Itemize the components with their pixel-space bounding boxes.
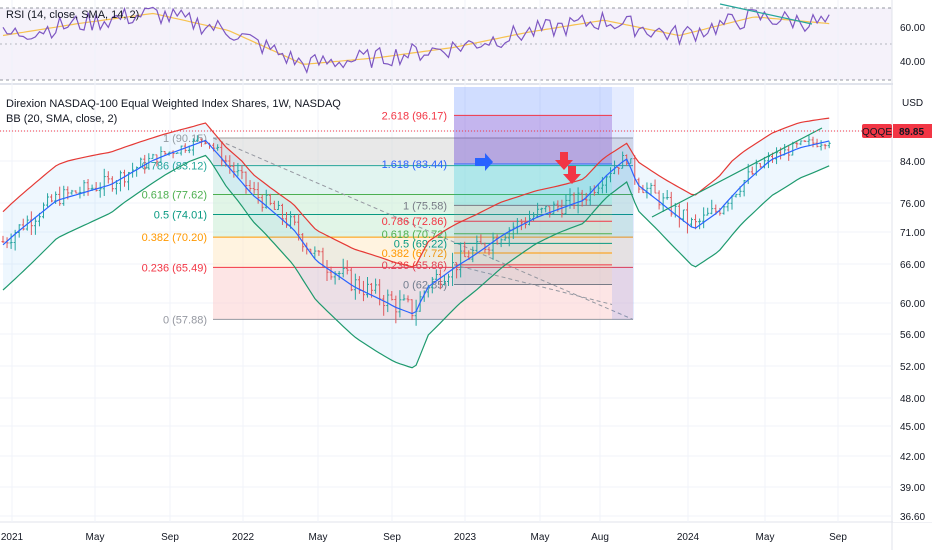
rsi-axis-label: 60.00 [900, 23, 925, 34]
time-axis-label: Sep [829, 532, 847, 543]
price-tick-label: 52.00 [900, 362, 925, 373]
price-badge [893, 124, 932, 138]
fib-ext-zone-right [612, 87, 634, 320]
fib-ext-label: 1 (75.58) [403, 200, 447, 212]
time-axis-label: Sep [161, 532, 179, 543]
rsi-divergence-line [719, 3, 813, 25]
fib-zone [213, 194, 633, 215]
symbol-badge [862, 124, 892, 138]
red-arrow-icon [555, 152, 573, 170]
bb-legend: BB (20, SMA, close, 2) [6, 113, 117, 125]
fib-level-label: 1 (90.15) [163, 133, 207, 145]
price-tick-label: 66.00 [900, 260, 925, 271]
time-axis-label: 2021 [1, 532, 24, 543]
price-tick-label: 84.00 [900, 157, 925, 168]
price-tick-label: 48.00 [900, 394, 925, 405]
time-axis-label: 2023 [454, 532, 477, 543]
fib-ext-label: 1.618 (83.44) [382, 159, 447, 171]
rsi-legend: RSI (14, close, SMA, 14, 2) [6, 9, 139, 21]
fib-ext-label: 0.382 (67.72) [382, 248, 447, 260]
time-axis-label: Aug [591, 532, 609, 543]
price-tick-label: 71.00 [900, 228, 925, 239]
fib-level-label: 0.382 (70.20) [142, 232, 207, 244]
price-axis-bg [893, 0, 932, 522]
fib-ext-label: 0 (62.85) [403, 279, 447, 291]
fib-zone [213, 165, 633, 195]
chart-title: Direxion NASDAQ-100 Equal Weighted Index… [6, 98, 341, 110]
blue-arrow-icon [475, 153, 493, 171]
fib-ext-label: 2.618 (96.17) [382, 110, 447, 122]
price-tick-label: 76.00 [900, 199, 925, 210]
bb-basis-line [2, 139, 830, 315]
fib-ext-label: 0.618 (70.72) [382, 229, 447, 241]
price-tick-label: 56.00 [900, 330, 925, 341]
fib-level-label: 0.786 (83.12) [142, 161, 207, 173]
price-tick-label: 45.00 [900, 422, 925, 433]
time-axis-label: May [531, 532, 550, 543]
fib-zone [213, 267, 633, 320]
fib-ext-diagonal [453, 264, 613, 305]
bb-lower-line [2, 154, 830, 369]
fib-ext-zone-purple [454, 115, 612, 164]
fib-level-label: 0.236 (65.49) [142, 262, 207, 274]
rsi-axis-label: 40.00 [900, 57, 925, 68]
bb-fill [3, 118, 830, 368]
uptrend-line [651, 127, 823, 218]
time-axis-label: May [86, 532, 105, 543]
price-tick-label: 42.00 [900, 452, 925, 463]
rsi-line [2, 6, 830, 75]
bb-upper-line [2, 117, 830, 268]
fib-level-label: 0 (57.88) [163, 314, 207, 326]
fib-level-label: 0.618 (77.62) [142, 189, 207, 201]
fib-level-label: 0.5 (74.01) [154, 210, 207, 222]
price-tick-label: 36.60 [900, 512, 925, 523]
price-tick-label: 60.00 [900, 299, 925, 310]
symbol-badge-text: QQQE [862, 127, 892, 138]
fib-ext-zone-top [454, 87, 612, 164]
red-arrow-icon [563, 166, 581, 184]
fib-ext-label: 0.786 (72.86) [382, 216, 447, 228]
fib-trend-line [212, 137, 634, 320]
fib-ext-label: 0.5 (69.22) [394, 238, 447, 250]
time-axis-label: May [309, 532, 328, 543]
price-badge-text: 89.85 [899, 127, 924, 138]
time-axis-label: Sep [383, 532, 401, 543]
time-axis-label: 2022 [232, 532, 255, 543]
time-axis-label: May [756, 532, 775, 543]
price-tick-label: 39.00 [900, 483, 925, 494]
rsi-ma-line [2, 12, 830, 65]
time-axis-label: 2024 [677, 532, 700, 543]
currency-label: USD [902, 98, 923, 109]
